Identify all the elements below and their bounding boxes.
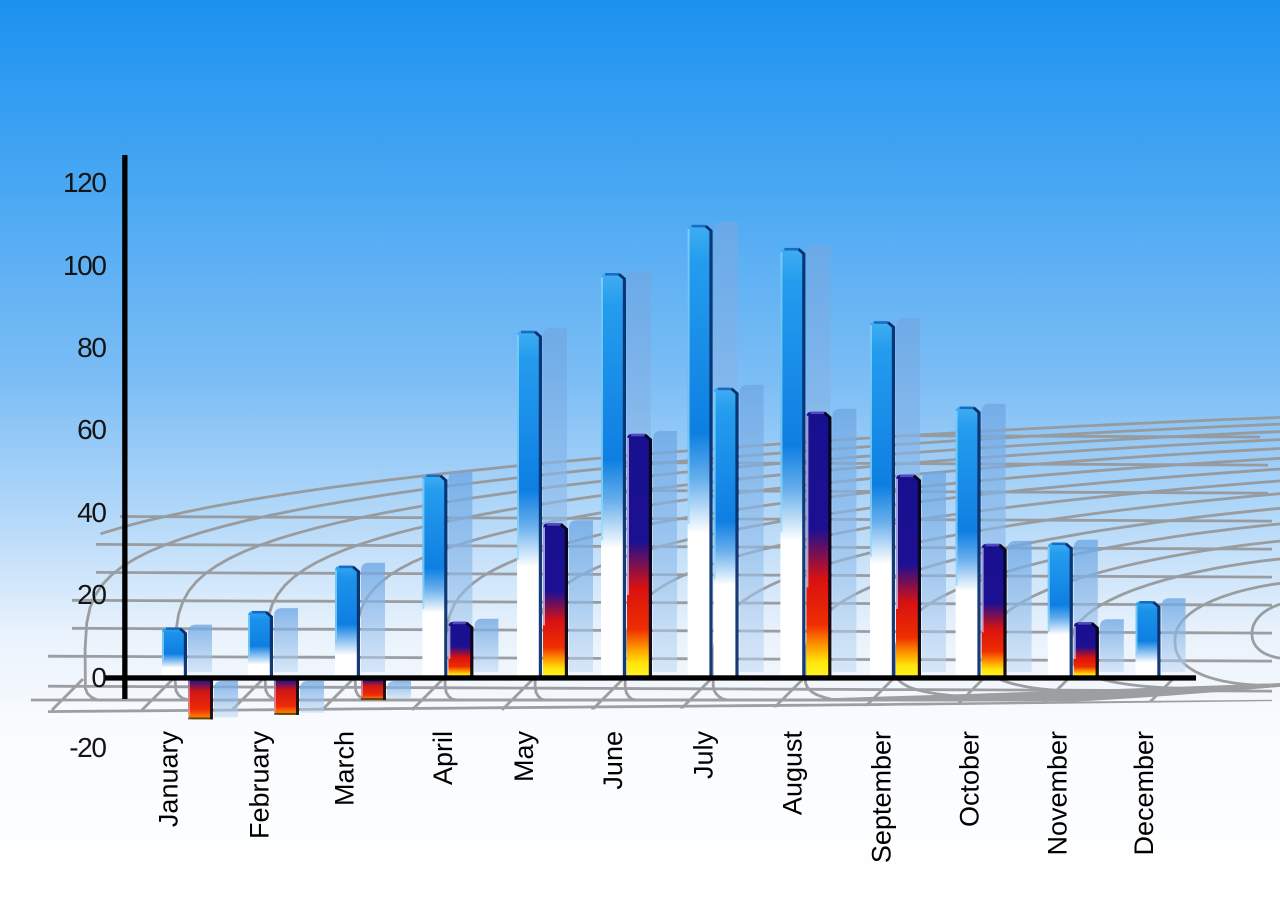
svg-text:July: July (688, 731, 718, 780)
svg-text:60: 60 (77, 414, 106, 445)
svg-text:-20: -20 (69, 732, 106, 763)
svg-text:October: October (955, 731, 985, 827)
svg-text:August: August (777, 731, 807, 816)
svg-text:June: June (598, 731, 628, 790)
svg-text:September: September (866, 731, 896, 863)
svg-text:0: 0 (91, 662, 106, 693)
svg-text:80: 80 (77, 332, 106, 363)
svg-text:November: November (1043, 731, 1073, 856)
svg-text:40: 40 (77, 497, 106, 528)
svg-text:February: February (245, 731, 275, 840)
svg-text:May: May (509, 731, 539, 783)
svg-text:December: December (1129, 731, 1159, 856)
svg-text:20: 20 (77, 579, 106, 610)
svg-text:April: April (428, 731, 458, 785)
svg-text:120: 120 (63, 167, 106, 198)
svg-text:March: March (329, 731, 359, 806)
svg-text:January: January (154, 731, 184, 828)
svg-text:100: 100 (63, 250, 106, 281)
